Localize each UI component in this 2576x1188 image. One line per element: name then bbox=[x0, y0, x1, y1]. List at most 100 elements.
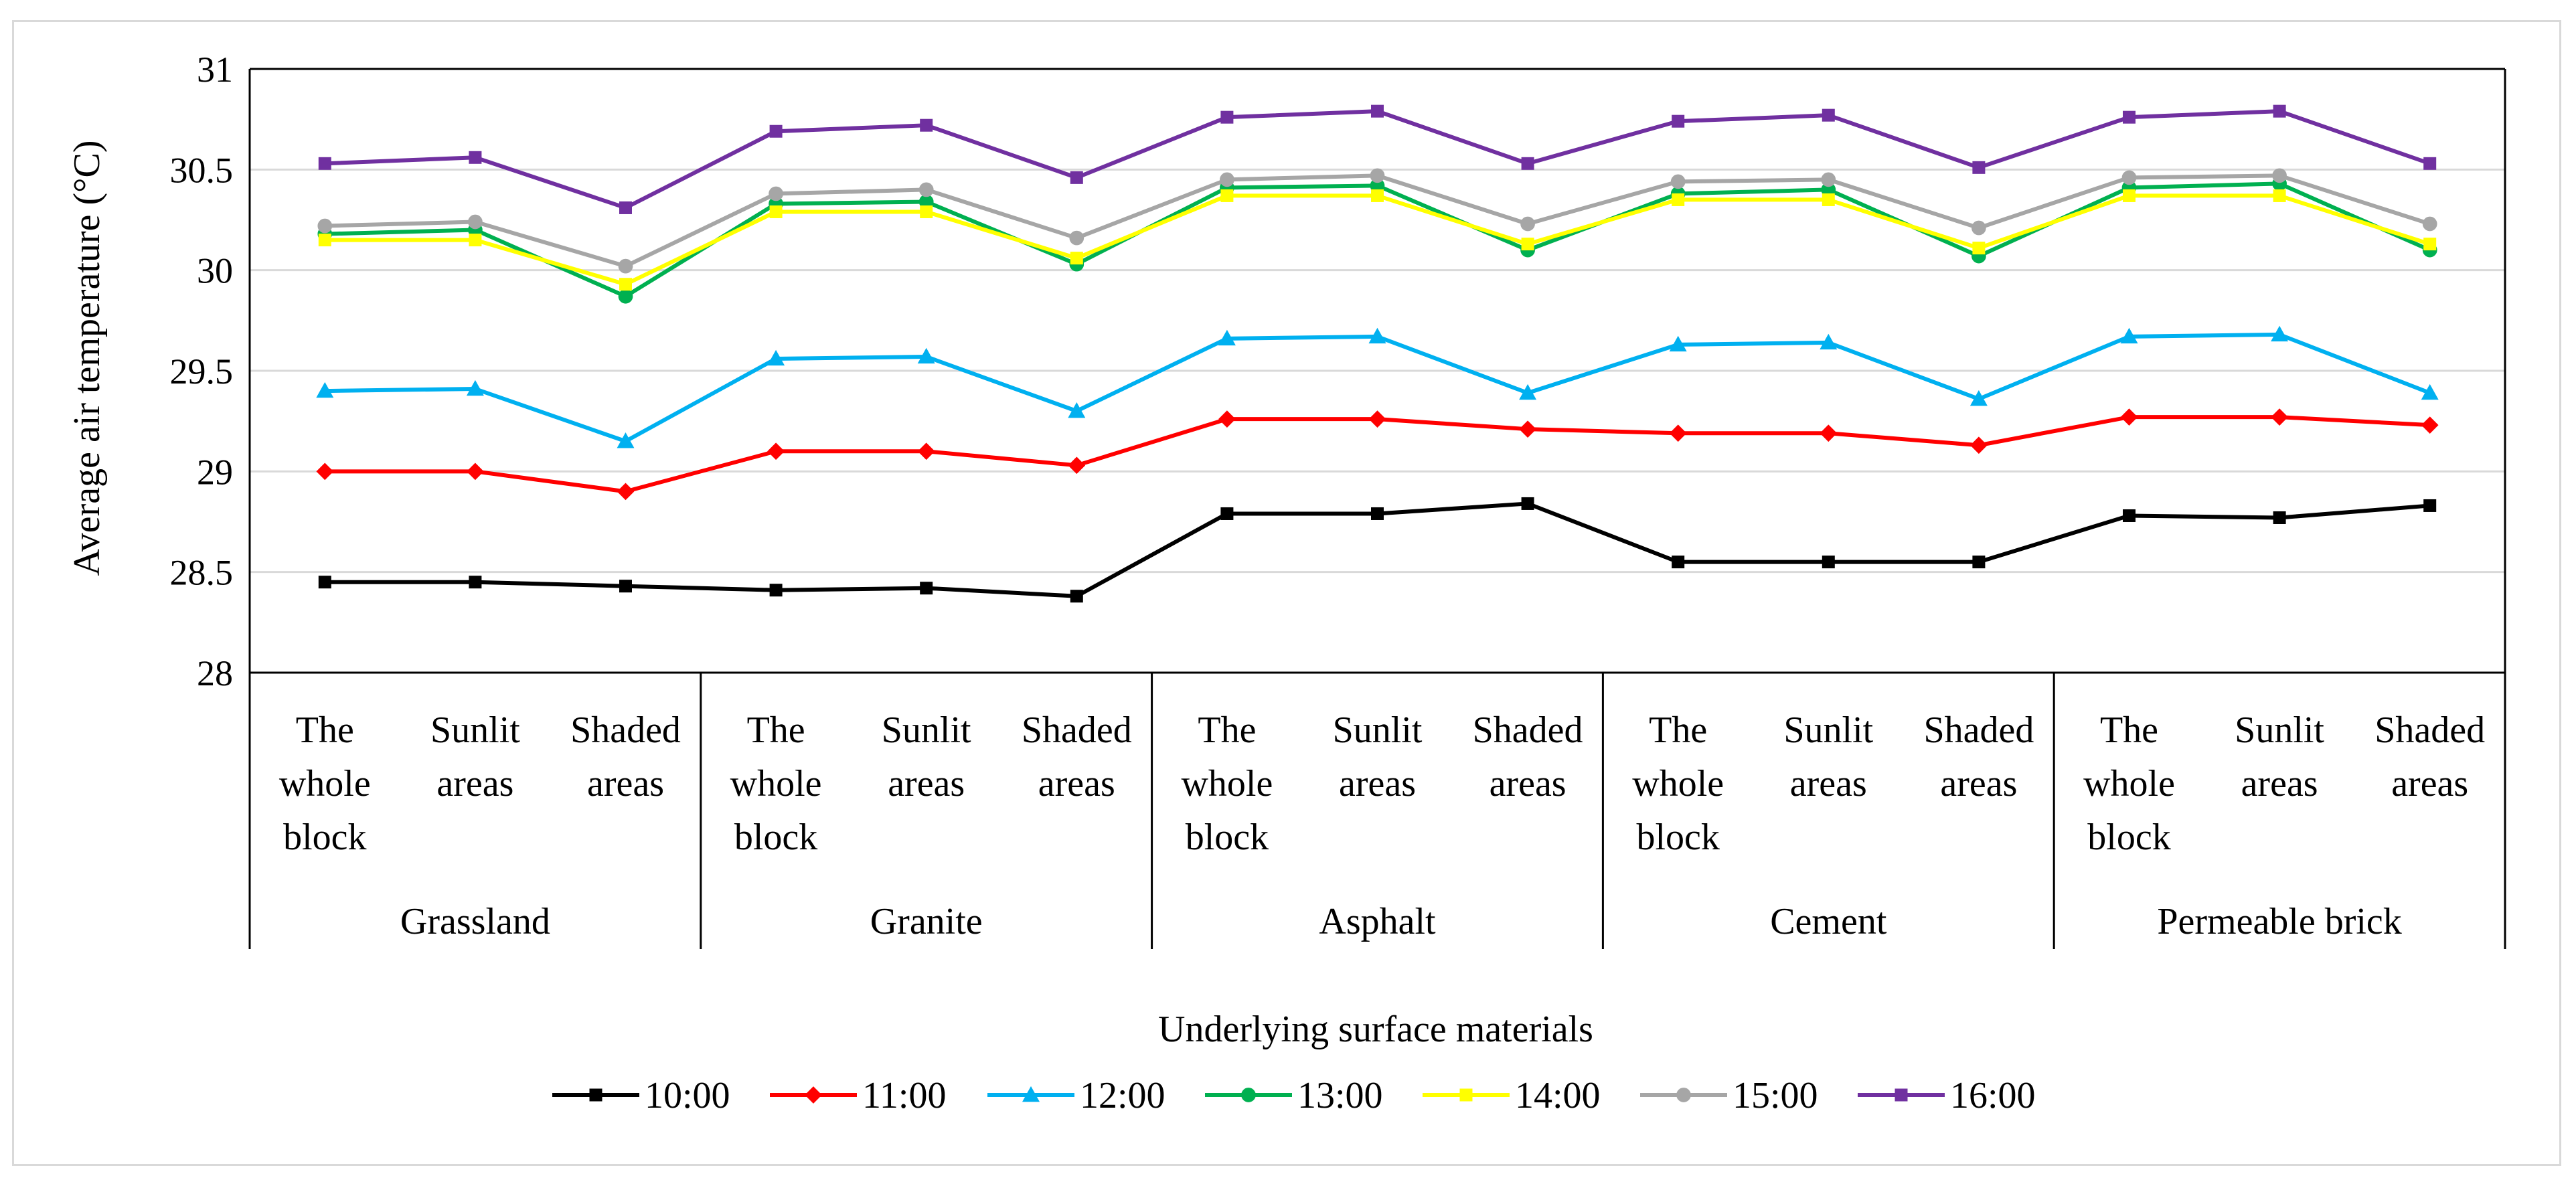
data-point bbox=[467, 462, 484, 481]
x-category-labels: The whole block Sunlit areas Shaded areas Grass… bbox=[279, 709, 2485, 942]
data-point bbox=[2423, 157, 2437, 170]
data-point bbox=[317, 218, 333, 234]
data-point bbox=[2120, 408, 2138, 426]
data-point bbox=[1371, 189, 1384, 202]
data-point bbox=[469, 151, 482, 164]
data-point bbox=[769, 205, 783, 218]
data-point bbox=[468, 214, 483, 230]
x-tick-label: The whole block bbox=[2083, 709, 2175, 858]
data-point bbox=[2271, 325, 2289, 342]
series-1100 bbox=[316, 408, 2439, 501]
data-point bbox=[466, 379, 484, 396]
legend-marker bbox=[1022, 1086, 1040, 1102]
data-point bbox=[1220, 110, 1234, 124]
data-point bbox=[1521, 157, 1534, 170]
legend-marker bbox=[1676, 1088, 1691, 1102]
data-point bbox=[1220, 172, 1234, 187]
data-point bbox=[619, 201, 632, 214]
data-point bbox=[917, 442, 935, 460]
data-point bbox=[469, 234, 482, 247]
data-point bbox=[1669, 335, 1687, 352]
data-point bbox=[619, 278, 632, 291]
data-point bbox=[2273, 511, 2286, 524]
data-point bbox=[1672, 556, 1685, 569]
grid-lines bbox=[250, 68, 2505, 574]
legend-item: 10:00 bbox=[552, 1075, 730, 1116]
data-point bbox=[917, 347, 935, 364]
data-point bbox=[316, 381, 334, 398]
legend-marker bbox=[1241, 1088, 1256, 1102]
y-tick-label: 28 bbox=[197, 653, 233, 693]
data-point bbox=[1068, 456, 1086, 475]
series-1600 bbox=[318, 104, 2437, 214]
data-point bbox=[1521, 238, 1534, 251]
data-point bbox=[1969, 390, 1988, 406]
group-label: Cement bbox=[1770, 901, 1887, 942]
data-point bbox=[1070, 171, 1083, 184]
legend-marker bbox=[1895, 1088, 1908, 1102]
y-tick-label: 30 bbox=[197, 251, 233, 291]
data-point bbox=[1972, 556, 1986, 569]
legend-item: 16:00 bbox=[1858, 1075, 2036, 1116]
data-point bbox=[769, 584, 783, 597]
data-point bbox=[1820, 333, 1838, 350]
legend-item: 15:00 bbox=[1640, 1075, 1818, 1116]
data-point bbox=[1371, 104, 1384, 118]
data-point bbox=[1371, 507, 1384, 520]
y-tick-label: 30.5 bbox=[170, 150, 234, 190]
legend-label: 16:00 bbox=[1950, 1075, 2036, 1116]
x-tick-label: The whole block bbox=[730, 709, 822, 858]
x-tick-label: Shaded areas bbox=[570, 709, 681, 804]
data-point bbox=[619, 580, 632, 593]
data-point bbox=[1368, 410, 1386, 428]
data-point bbox=[1970, 436, 1988, 454]
legend-label: 14:00 bbox=[1515, 1075, 1601, 1116]
data-point bbox=[617, 483, 635, 501]
legend-label: 15:00 bbox=[1733, 1075, 1818, 1116]
series-1200 bbox=[316, 325, 2439, 448]
chart-frame bbox=[12, 20, 2561, 1166]
data-point bbox=[918, 182, 934, 197]
data-point bbox=[1218, 329, 1236, 346]
x-tick-label: Sunlit areas bbox=[1783, 709, 1873, 804]
data-point bbox=[767, 442, 785, 460]
data-point bbox=[2421, 384, 2439, 400]
data-point bbox=[1972, 161, 1986, 174]
data-point bbox=[1672, 114, 1685, 128]
data-point bbox=[1370, 168, 1385, 183]
x-tick-label: Shaded areas bbox=[2374, 709, 2485, 804]
axes bbox=[248, 68, 2506, 949]
x-tick-label: The whole block bbox=[279, 709, 371, 858]
data-point bbox=[2120, 327, 2138, 344]
data-point bbox=[1669, 424, 1687, 442]
x-tick-label: Shaded areas bbox=[1022, 709, 1132, 804]
legend-marker bbox=[1459, 1088, 1473, 1102]
legend-item: 13:00 bbox=[1205, 1075, 1383, 1116]
x-tick-label: Sunlit areas bbox=[430, 709, 520, 804]
x-tick-label: Sunlit areas bbox=[1333, 709, 1423, 804]
x-tick-label: Sunlit areas bbox=[882, 709, 971, 804]
data-point bbox=[2273, 189, 2286, 202]
data-point bbox=[1521, 497, 1534, 510]
series-1500 bbox=[317, 168, 2437, 274]
data-point bbox=[769, 124, 783, 138]
data-point bbox=[1822, 556, 1835, 569]
x-tick-label: Sunlit areas bbox=[2235, 709, 2324, 804]
legend-label: 12:00 bbox=[1080, 1075, 1165, 1116]
y-tick-label: 28.5 bbox=[170, 553, 234, 593]
data-point bbox=[1069, 230, 1084, 246]
data-point bbox=[1520, 216, 1535, 232]
data-point bbox=[2121, 170, 2137, 185]
series-line bbox=[325, 415, 2430, 494]
x-tick-label: Shaded areas bbox=[1473, 709, 1583, 804]
series-1000 bbox=[318, 497, 2437, 603]
y-axis-label: Average air temperature (°C) bbox=[66, 141, 108, 576]
series-1400 bbox=[318, 189, 2437, 291]
data-point bbox=[469, 576, 482, 589]
data-point bbox=[1070, 252, 1083, 265]
data-point bbox=[318, 157, 331, 170]
legend-label: 11:00 bbox=[862, 1075, 946, 1116]
data-point bbox=[617, 432, 635, 448]
data-point bbox=[2123, 189, 2136, 202]
